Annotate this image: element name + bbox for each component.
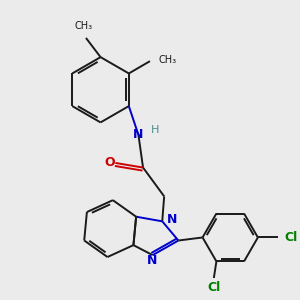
Text: O: O [104,156,115,169]
Text: N: N [147,254,157,267]
Text: H: H [150,125,159,135]
Text: Cl: Cl [284,231,298,244]
Text: CH₃: CH₃ [158,56,176,65]
Text: N: N [133,128,144,141]
Text: N: N [167,213,177,226]
Text: Cl: Cl [208,281,221,294]
Text: CH₃: CH₃ [75,21,93,31]
